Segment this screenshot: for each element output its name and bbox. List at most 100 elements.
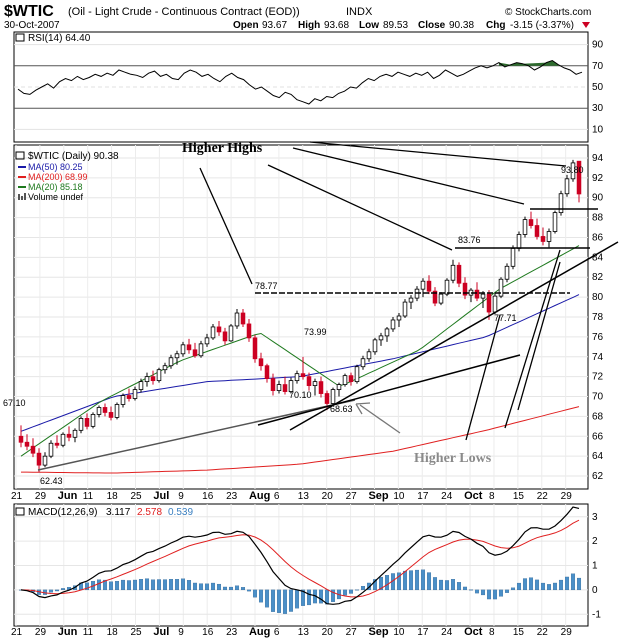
long-support-trendline [37, 399, 356, 471]
histogram-bar [414, 569, 420, 591]
candle-body [336, 384, 342, 390]
histogram-bar [378, 576, 384, 591]
histogram-bar [276, 589, 282, 613]
histogram-bar [534, 579, 540, 591]
x-tick-label-macd: 24 [441, 627, 453, 638]
histogram-bar [264, 589, 270, 608]
candle-body [96, 407, 102, 415]
price-tick-label: 72 [592, 372, 604, 383]
candle-body [522, 219, 528, 235]
price-tick-label: 68 [592, 411, 604, 422]
candle-body [174, 353, 180, 359]
x-tick-label-macd: 20 [322, 627, 334, 638]
price-tick-label: 78 [592, 312, 604, 323]
rsi-toggle-icon[interactable] [15, 33, 25, 42]
price-tick-label: 80 [592, 292, 604, 303]
candle-body [354, 366, 360, 383]
histogram-bar [342, 589, 348, 596]
macd-panel: MACD(12,26,9) 3.117 2.578 0.539 3 2 1 0 -1 [13, 503, 601, 627]
candle-body [390, 319, 396, 330]
candle-body [288, 380, 294, 392]
x-tick-label-macd: 8 [489, 627, 495, 638]
candle-body [192, 349, 198, 357]
histogram-bar [222, 586, 228, 591]
candle-body [516, 234, 522, 249]
histogram-bar [384, 575, 390, 591]
candle-body [216, 326, 222, 333]
candle-body [120, 395, 126, 405]
histogram-bar [444, 580, 450, 591]
candle-body [432, 290, 438, 304]
price-tick-label: 92 [592, 173, 604, 184]
histogram-bar [492, 589, 498, 600]
x-tick-label: 6 [274, 491, 280, 502]
candle-body [264, 365, 270, 380]
arrow-hh-4 [309, 141, 567, 167]
x-tick-label-macd: Jun [58, 626, 78, 638]
histogram-bar [468, 589, 474, 591]
histogram-bar [408, 570, 414, 591]
candle-body [270, 378, 276, 391]
signal-line [20, 519, 580, 598]
arrow-hl-4 [517, 261, 561, 411]
candle-body [312, 381, 318, 386]
candle-body [30, 445, 36, 454]
macd-axis: 3 2 1 0 -1 [592, 512, 601, 621]
x-tick-label-macd: 29 [561, 627, 573, 638]
macd-tick-label: 3 [592, 512, 598, 523]
x-tick-label: 20 [322, 491, 334, 502]
histogram-bar [306, 589, 312, 606]
candle-body [138, 381, 144, 390]
price-label-jul-high: 78.77 [255, 281, 278, 291]
candle-body [276, 384, 282, 391]
price-panel: 94 92 90 88 86 84 82 80 78 76 74 72 70 68 66 64 62 [3, 141, 619, 490]
candle-body [462, 282, 468, 296]
price-tick-label: 84 [592, 252, 604, 263]
x-tick-label: 10 [393, 491, 405, 502]
candle-body [324, 393, 330, 404]
price-toggle-icon[interactable] [15, 151, 25, 160]
x-tick-label-macd: 18 [107, 627, 119, 638]
macd-tick-label: 2 [592, 536, 598, 547]
x-tick-label-macd: Jul [153, 626, 169, 638]
candle-body [510, 248, 516, 267]
candle-body [498, 278, 504, 297]
high-label: High [298, 20, 320, 31]
arrow-hh-3 [292, 147, 525, 205]
candle-body [492, 295, 498, 313]
histogram-bar [282, 589, 288, 614]
x-tick-label-macd: 21 [11, 627, 23, 638]
candle-body [330, 389, 336, 404]
histogram-bar [462, 586, 468, 591]
histogram-bar [126, 580, 132, 591]
candle-body [306, 376, 312, 386]
histogram-bar [570, 573, 576, 591]
higher-lows-label: Higher Lows [414, 451, 492, 466]
trend-annotations [37, 141, 619, 471]
histogram-bar [318, 589, 324, 604]
histogram-bar [450, 579, 456, 591]
legend-ma50: MA(50) 80.25 [28, 162, 83, 172]
macd-tick-label: 1 [592, 561, 598, 572]
price-tick-label: 82 [592, 272, 604, 283]
histogram-bar [198, 583, 204, 591]
price-legend: $WTIC (Daily) 90.38 MA(50) 80.25 MA(200)… [15, 151, 119, 202]
histogram-bar [162, 579, 168, 591]
histogram-bar [348, 589, 354, 594]
price-label-aug-low: 70.10 [289, 390, 312, 400]
candle-body [576, 160, 582, 195]
macd-toggle-icon[interactable] [15, 507, 25, 516]
x-tick-label: 22 [537, 491, 549, 502]
candle-body [456, 264, 462, 284]
histogram-bar [528, 577, 534, 591]
candle-body [396, 315, 402, 321]
candle-body [78, 417, 84, 431]
price-tick-label: 94 [592, 153, 604, 164]
legend-price: $WTIC (Daily) 90.38 [28, 151, 119, 162]
histogram-bar [84, 582, 90, 591]
candle-body [558, 193, 564, 214]
chart-date: 30-Oct-2007 [4, 20, 60, 31]
rsi-panel: RSI(14) 64.40 90 70 50 30 10 [13, 31, 604, 143]
candle-body [198, 343, 204, 357]
arrow-hl-3 [504, 249, 561, 429]
